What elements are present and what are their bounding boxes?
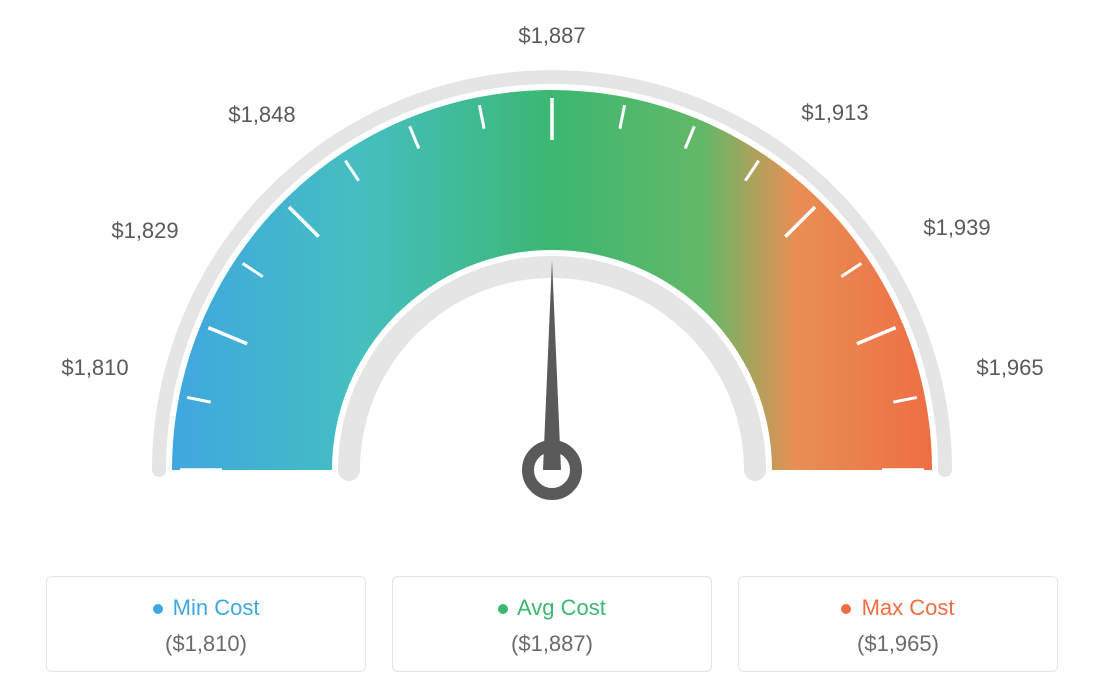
- legend-avg-dot: [498, 604, 508, 614]
- legend-avg-title-row: Avg Cost: [403, 595, 701, 621]
- legend-max-title: Max Cost: [862, 595, 955, 620]
- legend-min-title: Min Cost: [173, 595, 260, 620]
- gauge-svg: [0, 0, 1104, 560]
- legend-max-value: ($1,965): [749, 631, 1047, 657]
- gauge-tick-label: $1,829: [111, 218, 178, 244]
- legend-max-dot: [841, 604, 851, 614]
- gauge-tick-label: $1,848: [228, 102, 295, 128]
- gauge-tick-label: $1,913: [801, 100, 868, 126]
- legend-card-min: Min Cost ($1,810): [46, 576, 366, 672]
- gauge-tick-label: $1,887: [518, 23, 585, 49]
- legend-avg-value: ($1,887): [403, 631, 701, 657]
- legend-min-value: ($1,810): [57, 631, 355, 657]
- gauge-area: $1,810 $1,829 $1,848 $1,887 $1,913 $1,939 $1,9…: [0, 0, 1104, 560]
- legend-avg-title: Avg Cost: [517, 595, 606, 620]
- legend-row: Min Cost ($1,810) Avg Cost ($1,887) Max …: [0, 576, 1104, 672]
- legend-card-max: Max Cost ($1,965): [738, 576, 1058, 672]
- gauge-tick-label: $1,965: [976, 355, 1043, 381]
- gauge-tick-label: $1,810: [61, 355, 128, 381]
- cost-gauge-chart: $1,810 $1,829 $1,848 $1,887 $1,913 $1,939 $1,9…: [0, 0, 1104, 690]
- legend-min-title-row: Min Cost: [57, 595, 355, 621]
- legend-min-dot: [153, 604, 163, 614]
- legend-max-title-row: Max Cost: [749, 595, 1047, 621]
- gauge-tick-label: $1,939: [923, 215, 990, 241]
- legend-card-avg: Avg Cost ($1,887): [392, 576, 712, 672]
